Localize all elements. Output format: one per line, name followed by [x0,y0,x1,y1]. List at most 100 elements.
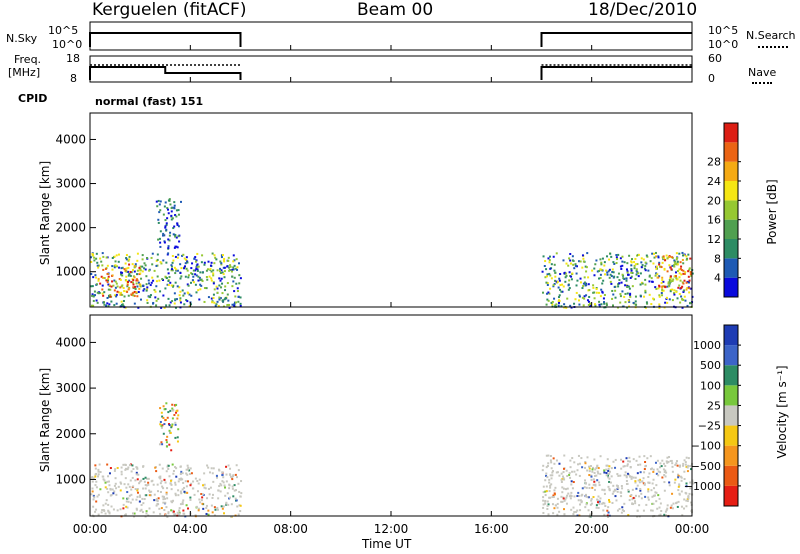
power-data-cell [139,272,142,275]
power-data-cell [223,257,226,260]
power-data-cell [167,279,170,282]
power-data-cell [581,266,584,269]
velocity-data-cell [558,462,561,465]
power-colorbar-tick-label: 28 [707,156,721,169]
power-data-cell [127,259,130,262]
velocity-data-cell [97,470,100,473]
power-data-cell [196,263,199,266]
power-data-cell [680,269,683,272]
power-data-cell [545,303,548,306]
velocity-data-cell [638,495,641,498]
velocity-data-cell [625,483,628,486]
power-data-cell [673,263,676,266]
velocity-data-cell [632,458,635,461]
velocity-data-cell [620,458,623,461]
velocity-data-cell [236,505,239,508]
power-data-cell [167,284,170,287]
velocity-data-cell [687,497,690,500]
velocity-data-cell [603,488,606,491]
velocity-data-cell [178,507,181,510]
power-data-cell [675,257,678,260]
velocity-data-cell [228,473,231,476]
velocity-data-cell [659,502,662,505]
velocity-data-cell [139,480,142,483]
power-data-cell [196,266,199,269]
power-data-cell [123,290,126,293]
velocity-data-cell [238,504,241,507]
velocity-colorbar-cell [724,385,738,406]
velocity-data-cell [227,464,230,467]
velocity-ytick-label: 1000 [55,472,86,486]
power-data-cell [553,282,556,285]
power-data-cell [221,282,224,285]
velocity-data-cell [131,464,134,467]
velocity-data-cell [542,503,545,506]
velocity-data-cell [189,496,192,499]
power-data-cell [567,264,570,267]
power-colorbar-cell [724,123,738,143]
power-data-cell [90,256,93,259]
power-data-cell [630,261,633,264]
velocity-data-cell [664,514,667,517]
power-data-cell [173,201,176,204]
power-data-cell [620,267,623,270]
velocity-data-cell [683,459,686,462]
power-data-cell [134,285,137,288]
velocity-data-cell [588,483,591,486]
power-data-cell [600,303,603,306]
power-data-cell [221,271,224,274]
velocity-data-cell [165,491,168,494]
velocity-data-cell [643,468,646,471]
power-data-cell [151,252,154,255]
power-data-cell [106,281,109,284]
velocity-data-cell [603,502,606,505]
power-data-cell [187,274,190,277]
velocity-data-cell [169,409,172,412]
velocity-data-cell [219,482,222,485]
velocity-data-cell [550,461,553,464]
power-data-cell [170,214,173,217]
power-data-cell [139,269,142,272]
power-data-cell [658,295,661,298]
power-data-cell [127,294,130,297]
power-data-cell [676,260,679,263]
velocity-data-cell [607,467,610,470]
velocity-data-cell [628,499,631,502]
power-data-cell [601,282,604,285]
velocity-data-cell [553,462,556,465]
power-data-cell [678,276,681,279]
power-data-cell [122,299,125,302]
power-data-cell [687,253,690,256]
power-data-cell [178,294,181,297]
velocity-data-cell [124,477,127,480]
velocity-data-cell [97,513,100,516]
velocity-data-cell [117,485,120,488]
velocity-data-cell [135,498,138,501]
velocity-data-cell [624,471,627,474]
power-data-cell [607,270,610,273]
power-data-cell [672,278,675,281]
power-data-cell [582,260,585,263]
velocity-data-cell [164,497,167,500]
power-data-cell [114,286,117,289]
power-data-cell [689,301,692,304]
velocity-data-cell [571,457,574,460]
velocity-data-cell [627,489,630,492]
power-data-cell [644,269,647,272]
power-data-cell [670,268,673,271]
power-data-cell [666,270,669,273]
power-data-cell [661,279,664,282]
xtick-label: 16:00 [474,522,509,536]
power-ytick-label: 4000 [55,132,86,146]
power-data-cell [146,299,149,302]
power-data-cell [673,261,676,264]
power-data-cell [582,304,585,307]
velocity-data-cell [162,495,165,498]
velocity-data-cell [112,492,115,495]
velocity-data-cell [158,463,161,466]
power-data-cell [599,273,602,276]
power-data-cell [565,274,568,277]
velocity-data-cell [171,407,174,410]
nsearch-tick-top: 10^5 [708,24,739,37]
velocity-data-cell [162,498,165,501]
